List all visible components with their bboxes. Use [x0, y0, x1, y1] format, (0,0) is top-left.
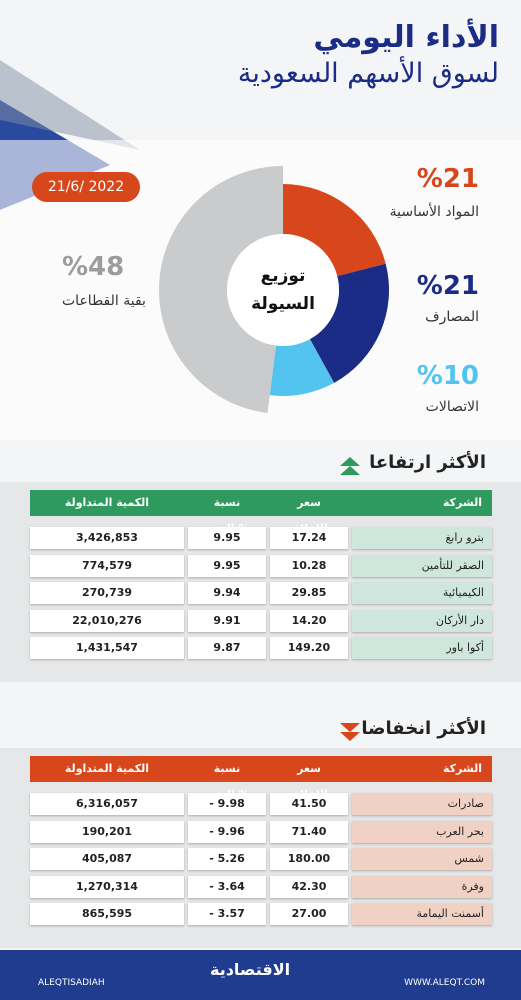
table-cell: 149.20: [270, 637, 348, 660]
table-cell: أسمنت اليمامة: [352, 903, 492, 926]
table-cell: - 9.96: [188, 820, 266, 843]
down-icon: [340, 723, 360, 741]
pie-slice: [309, 263, 390, 383]
header-cell: سعر الإغلاق: [290, 496, 328, 535]
table-cell: - 9.98: [188, 793, 266, 815]
table-cell: 27.00: [270, 903, 348, 926]
table-cell: الصقر للتأمين: [352, 554, 492, 577]
table-cell: 17.24: [270, 527, 348, 549]
title: الأداء اليومي: [313, 20, 499, 55]
legend-label: المواد الأساسية: [389, 204, 479, 220]
table-cell: شمس: [352, 848, 492, 871]
table-cell: 3,426,853: [30, 527, 184, 549]
table-cell: 10.28: [270, 554, 348, 577]
table-cell: 270,739: [30, 582, 184, 605]
table-cell: 9.91: [188, 609, 266, 632]
date: 21/6/ 2022: [32, 172, 140, 202]
table-cell: بحر العرب: [352, 820, 492, 843]
table-cell: الكيميائية: [352, 582, 492, 605]
table-cell: 42.30: [270, 875, 348, 898]
table-cell: أكوا باور: [352, 637, 492, 660]
website: WWW.ALEQT.COM: [404, 978, 485, 988]
table-cell: 405,087: [30, 848, 184, 871]
section-title: الأكثر انخفاضا: [361, 718, 486, 739]
center-line: السيولة: [251, 294, 315, 314]
center-label: توزيع السيولة: [227, 262, 339, 318]
table-cell: صادرات: [352, 793, 492, 815]
decor: [0, 60, 140, 150]
table-cell: 180.00: [270, 848, 348, 871]
header-cell: الكمية المتداولة: [64, 496, 150, 509]
value-label: %48: [62, 252, 125, 282]
legend-label: المصارف: [425, 309, 479, 325]
table-cell: بترو رابغ: [352, 527, 492, 549]
up-icon: [340, 457, 360, 475]
table-cell: 29.85: [270, 582, 348, 605]
table-cell: - 5.26: [188, 848, 266, 871]
subtitle: لسوق الأسهم السعودية: [237, 58, 499, 89]
table-cell: - 3.64: [188, 875, 266, 898]
pie-slice: [159, 166, 283, 414]
table-cell: 190,201: [30, 820, 184, 843]
pie-chart: [159, 166, 390, 414]
value-label: %21: [416, 271, 479, 301]
header-cell: نسبة التغير %: [205, 496, 250, 535]
table-cell: 774,579: [30, 554, 184, 577]
table-cell: 9.87: [188, 637, 266, 660]
table-cell: 41.50: [270, 793, 348, 815]
table-cell: - 3.57: [188, 903, 266, 926]
value-label: %10: [416, 361, 479, 391]
table-cell: 1,270,314: [30, 875, 184, 898]
header-cell: نسبة التغير %: [205, 762, 250, 801]
table-cell: دار الأركان: [352, 609, 492, 632]
table-header: [30, 490, 492, 516]
table-header: [30, 756, 492, 782]
table-cell: 9.95: [188, 554, 266, 577]
brand: الاقتصادية: [210, 960, 291, 979]
header-cell: الشركة: [442, 762, 482, 775]
section-title: الأكثر ارتفاعا: [369, 452, 486, 473]
legend-label: بقية القطاعات: [62, 293, 146, 309]
table-cell: 71.40: [270, 820, 348, 843]
center-line: توزيع: [260, 266, 306, 286]
header-cell: الكمية المتداولة: [64, 762, 150, 775]
header-cell: سعر الإغلاق: [290, 762, 328, 801]
table-cell: 14.20: [270, 609, 348, 632]
table-cell: 6,316,057: [30, 793, 184, 815]
pie-hole: [227, 234, 339, 346]
header-cell: الشركة: [442, 496, 482, 509]
value-label: %21: [416, 164, 479, 194]
table-cell: 22,010,276: [30, 609, 184, 632]
table-cell: 9.94: [188, 582, 266, 605]
table-cell: وفرة: [352, 875, 492, 898]
footer: ALEQTISADIAH الاقتصادية WWW.ALEQT.COM: [0, 950, 521, 1000]
table-cell: 9.95: [188, 527, 266, 549]
handle: ALEQTISADIAH: [38, 978, 105, 988]
pie-slice: [269, 339, 335, 396]
pie-slice: [283, 184, 386, 277]
legend-label: الاتصالات: [425, 399, 479, 415]
table-cell: 865,595: [30, 903, 184, 926]
table-cell: 1,431,547: [30, 637, 184, 660]
